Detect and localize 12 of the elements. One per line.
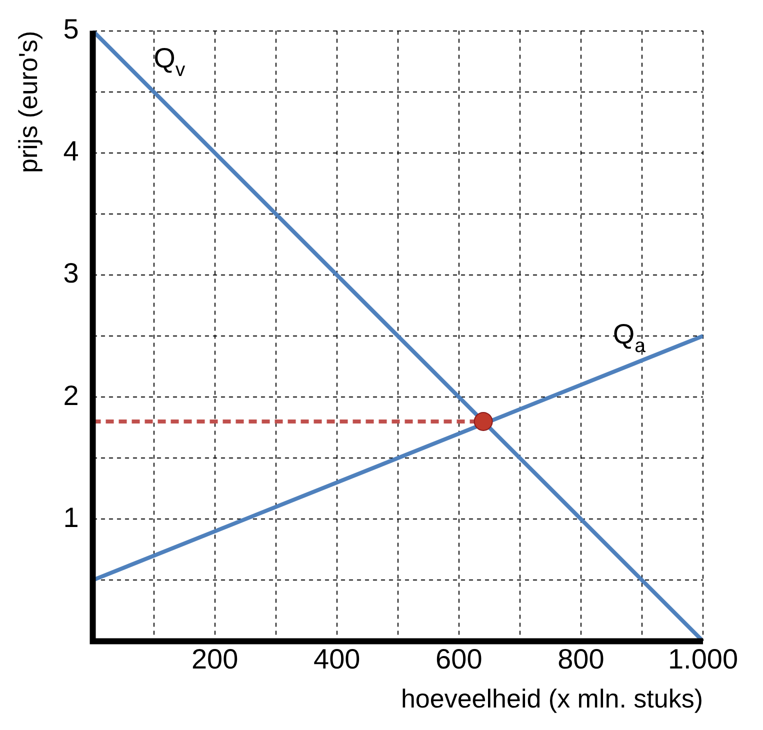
x-tick-label: 200 bbox=[191, 644, 238, 675]
x-axis-title: hoeveelheid (x mln. stuks) bbox=[400, 684, 703, 714]
x-tick-label: 600 bbox=[436, 644, 482, 675]
x-tick-label: 1.000 bbox=[668, 644, 738, 675]
y-tick-label: 3 bbox=[63, 258, 79, 289]
x-tick-label: 400 bbox=[314, 644, 360, 675]
y-tick-label: 2 bbox=[63, 380, 79, 411]
y-tick-label: 1 bbox=[63, 502, 79, 533]
y-tick-label: 4 bbox=[63, 136, 79, 167]
x-tick-label: 800 bbox=[558, 644, 604, 675]
y-tick-label: 5 bbox=[63, 14, 79, 45]
y-axis-title: prijs (euro's) bbox=[12, 30, 43, 174]
